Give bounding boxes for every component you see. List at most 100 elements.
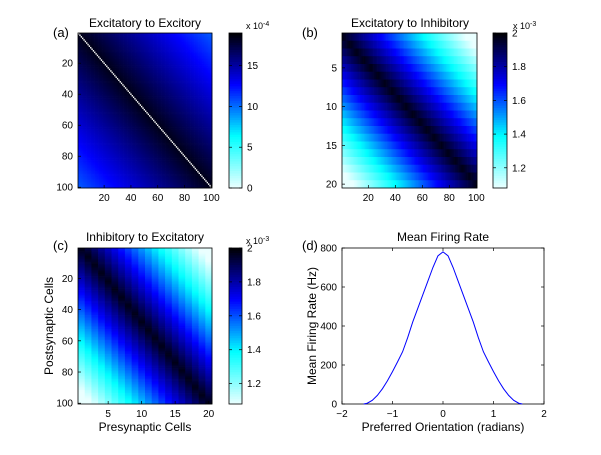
heatmap-cell (207, 40, 210, 43)
heatmap-cell (96, 67, 99, 69)
heatmap-cell (205, 45, 207, 48)
heatmap-cell (161, 33, 163, 35)
heatmap-cell (103, 46, 106, 49)
heatmap-cell (197, 43, 199, 46)
heatmap-cell (86, 33, 88, 35)
heatmap-cell (163, 48, 166, 51)
heatmap-cell (115, 39, 118, 42)
heatmap-cell (207, 53, 210, 56)
heatmap-cell (83, 71, 86, 74)
heatmap-cell (146, 65, 149, 68)
heatmap-cell (158, 33, 161, 35)
heatmap-cell (199, 54, 202, 57)
heatmap-cell (174, 64, 177, 66)
heatmap-cell (197, 54, 199, 57)
heatmap-cell (147, 68, 150, 71)
heatmap-cell (209, 70, 212, 73)
heatmap-cell (175, 46, 178, 49)
heatmap-cell (194, 45, 197, 48)
heatmap-cell (95, 39, 98, 42)
heatmap-cell (87, 36, 90, 38)
heatmap-cell (83, 33, 86, 35)
heatmap-cell (177, 51, 179, 54)
heatmap-cell (107, 53, 110, 56)
heatmap-cell (110, 43, 112, 46)
heatmap-cell (80, 53, 83, 56)
heatmap-cell (183, 50, 186, 52)
heatmap-cell (83, 67, 86, 69)
heatmap-cell (163, 39, 166, 42)
heatmap-cell (191, 60, 194, 63)
heatmap-cell (197, 40, 199, 43)
heatmap-cell (161, 62, 163, 65)
heatmap-cell (103, 37, 106, 40)
heatmap-cell (102, 45, 104, 48)
heatmap-cell (169, 59, 171, 62)
heatmap-cell (191, 53, 194, 56)
heatmap-cell (150, 51, 153, 54)
heatmap-cell (199, 50, 202, 52)
heatmap-cell (167, 45, 170, 48)
heatmap-cell (150, 70, 153, 73)
heatmap-cell (182, 59, 185, 62)
heatmap-cell (187, 42, 190, 45)
heatmap-cell (78, 56, 80, 59)
heatmap-cell (179, 70, 182, 73)
heatmap-cell (91, 60, 94, 63)
heatmap-cell (163, 40, 166, 43)
heatmap-cell (198, 64, 201, 66)
heatmap-cell (167, 56, 170, 59)
heatmap-cell (182, 46, 185, 49)
heatmap-cell (122, 68, 124, 71)
heatmap-cell (209, 46, 212, 49)
heatmap-cell (186, 60, 189, 63)
heatmap-cell (90, 68, 92, 71)
heatmap-cell (146, 60, 149, 63)
heatmap-cell (207, 50, 210, 52)
heatmap-cell (209, 33, 212, 35)
heatmap-cell (124, 40, 127, 43)
heatmap-cell (99, 70, 102, 73)
heatmap-cell (183, 42, 186, 45)
heatmap-cell (107, 40, 110, 43)
heatmap-cell (90, 70, 92, 73)
heatmap-cell (198, 67, 201, 69)
heatmap-cell (190, 34, 193, 37)
heatmap-cell (128, 36, 131, 38)
heatmap-cell (198, 34, 201, 37)
heatmap-cell (124, 56, 127, 59)
heatmap-cell (92, 70, 95, 73)
heatmap-cell (116, 51, 119, 54)
heatmap-cell (116, 40, 119, 43)
heatmap-cell (153, 33, 155, 35)
heatmap-cell (187, 50, 190, 52)
heatmap-cell (186, 43, 189, 46)
heatmap-cell (198, 62, 201, 65)
heatmap-cell (173, 34, 175, 37)
heatmap-cell (134, 50, 136, 52)
heatmap-cell (138, 62, 140, 65)
heatmap-cell (83, 68, 86, 71)
heatmap-cell (185, 60, 187, 63)
heatmap-cell (195, 71, 198, 74)
heatmap-cell (96, 57, 99, 60)
heatmap-cell (210, 48, 213, 51)
heatmap-cell (84, 64, 87, 66)
heatmap-cell (118, 65, 120, 68)
heatmap-cell (207, 71, 210, 74)
heatmap-cell (112, 68, 115, 71)
heatmap-cell (202, 39, 205, 42)
heatmap-cell (140, 39, 143, 42)
heatmap-cell (99, 37, 102, 40)
heatmap-cell (193, 68, 195, 71)
heatmap-cell (182, 34, 185, 37)
heatmap-cell (136, 36, 139, 38)
heatmap-cell (210, 70, 213, 73)
heatmap-cell (142, 57, 145, 60)
heatmap-cell (87, 59, 90, 62)
heatmap-cell (99, 59, 102, 62)
heatmap-cell (173, 62, 175, 65)
heatmap-cell (194, 37, 197, 40)
heatmap-cell (140, 33, 143, 35)
heatmap-cell (142, 45, 145, 48)
